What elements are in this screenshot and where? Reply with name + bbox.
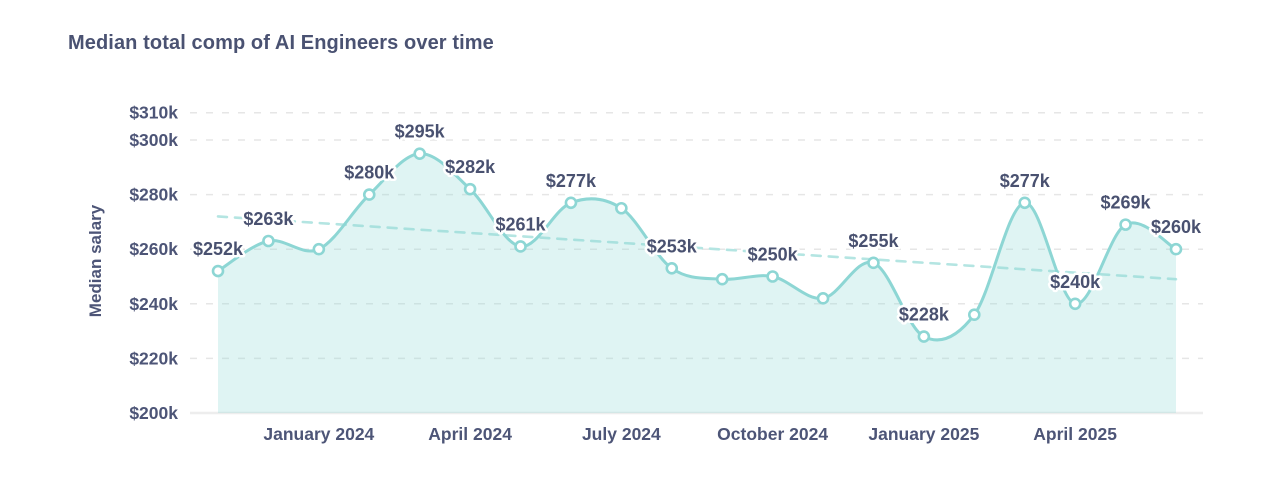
data-point-label: $252k [193,239,244,259]
data-point-marker[interactable] [514,240,527,253]
chart-title: Median total comp of AI Engineers over t… [68,32,494,54]
data-point-label: $295k [395,122,446,142]
data-point-marker[interactable] [1169,242,1183,256]
data-point-labels: $252k $263k $280k $295k $282k $261k $277k $253k… [190,119,1204,327]
data-point-marker[interactable] [715,272,729,286]
data-point-marker[interactable] [1119,218,1132,231]
x-tick-label: January 2024 [263,424,374,444]
y-tick-label: $300k [129,130,178,150]
data-point-marker[interactable] [362,188,376,201]
data-point-label: $240k [1050,272,1101,292]
data-point-marker[interactable] [615,201,628,215]
data-point-label: $263k [243,209,294,229]
y-axis-title: Median salary [86,204,105,317]
y-tick-label: $240k [129,294,178,314]
x-axis-tick-labels: January 2024 April 2024 July 2024 October 2… [263,424,1117,444]
data-point-marker[interactable] [463,182,477,196]
y-tick-label: $280k [129,185,178,205]
y-tick-label: $260k [129,239,178,259]
x-tick-label: April 2025 [1033,424,1117,444]
x-tick-label: July 2024 [582,424,661,444]
data-point-marker[interactable] [262,234,275,248]
y-tick-label: $220k [129,348,178,368]
data-point-marker[interactable] [816,292,830,305]
data-point-label: $277k [546,171,597,191]
area-fill [218,153,1176,413]
data-point-label: $250k [748,245,799,265]
data-point-label: $277k [1000,171,1051,191]
data-point-marker[interactable] [564,196,578,210]
data-point-label: $253k [647,236,698,256]
y-axis-tick-labels: $310k $300k $280k $260k $240k $220k $200k [129,103,178,423]
data-point-marker[interactable] [967,308,981,322]
data-point-marker[interactable] [1018,196,1032,210]
x-tick-label: January 2025 [868,424,979,444]
data-point-label: $260k [1151,217,1202,237]
trend-line [216,215,1178,281]
data-point-marker[interactable] [312,242,326,256]
data-point-label: $255k [848,231,899,251]
data-point-marker[interactable] [413,147,426,160]
y-tick-label: $200k [129,403,178,423]
data-point-label: $228k [899,305,950,325]
data-point-markers [211,147,1183,343]
data-point-label: $269k [1101,193,1152,213]
x-tick-label: April 2024 [428,424,512,444]
data-point-label: $261k [495,214,546,234]
data-point-marker[interactable] [665,262,679,275]
data-point-marker[interactable] [766,270,779,283]
grid-lines [190,111,1203,415]
data-point-marker[interactable] [917,330,931,343]
data-point-marker[interactable] [1068,297,1082,311]
data-point-marker[interactable] [867,256,880,270]
x-tick-label: October 2024 [717,424,828,444]
data-point-label: $282k [445,157,496,177]
data-point-marker[interactable] [211,264,225,278]
y-tick-label: $310k [129,103,178,123]
data-point-label: $280k [344,163,395,183]
